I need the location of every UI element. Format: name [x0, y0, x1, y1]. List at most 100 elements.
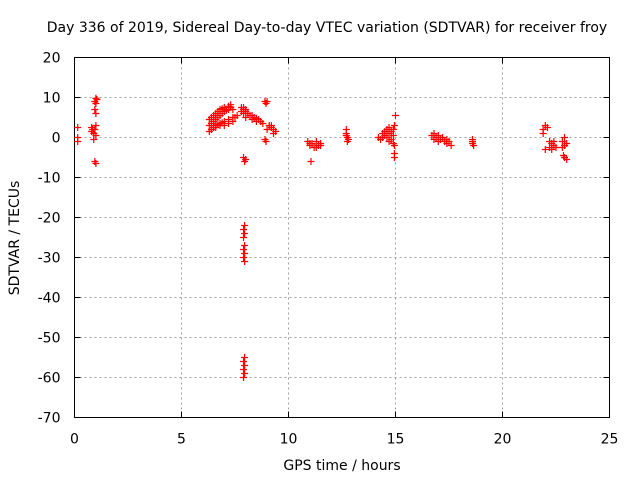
data-point: [241, 370, 249, 377]
axis-ticks: [74, 57, 610, 418]
data-point: [439, 134, 447, 141]
data-point: [385, 138, 393, 145]
data-point: [558, 138, 566, 145]
data-point: [241, 250, 249, 257]
data-point: [342, 130, 350, 137]
data-point: [563, 156, 571, 163]
data-point: [317, 142, 325, 149]
data-point: [240, 226, 248, 233]
data-point: [389, 132, 397, 139]
y-tick-label: -20: [38, 211, 61, 227]
y-tick-label: -60: [38, 371, 61, 387]
data-point: [383, 134, 391, 141]
data-point: [389, 126, 397, 133]
data-point: [561, 134, 569, 141]
data-point: [93, 96, 101, 103]
data-point: [434, 132, 442, 139]
data-point: [343, 138, 351, 145]
data-point: [90, 136, 98, 143]
y-tick-label: -70: [38, 411, 61, 427]
data-point: [212, 124, 220, 131]
data-point: [306, 140, 314, 147]
data-point: [312, 144, 320, 151]
data-point: [262, 100, 270, 107]
chart-title: Day 336 of 2019, Sidereal Day-to-day VTE…: [47, 20, 607, 36]
plot-frame: [74, 57, 610, 418]
data-point: [434, 138, 442, 145]
x-tick-label: 10: [280, 432, 298, 448]
data-point: [207, 126, 215, 133]
data-point: [240, 110, 248, 117]
data-point: [552, 144, 560, 151]
data-point: [92, 94, 100, 102]
data-point: [240, 246, 248, 253]
x-tick-labels: 0 5 10 15 20 25: [70, 432, 618, 448]
data-point: [390, 142, 398, 149]
data-point: [312, 138, 320, 145]
y-tick-label: 10: [43, 91, 61, 107]
data-point: [390, 122, 398, 129]
data-point: [470, 142, 478, 149]
data-point: [430, 136, 438, 143]
data-point: [262, 138, 270, 145]
data-point: [390, 154, 398, 161]
data-point: [541, 146, 549, 153]
x-tick-label: 15: [387, 432, 405, 448]
y-axis-label: SDTVAR / TECUs: [7, 181, 23, 296]
data-point: [91, 126, 99, 133]
data-point: [550, 138, 558, 145]
data-point: [392, 112, 399, 119]
data-point: [241, 230, 249, 237]
data-point: [92, 110, 100, 117]
data-point: [270, 130, 278, 137]
data-point: [229, 118, 237, 125]
data-point: [225, 120, 233, 127]
data-point: [248, 116, 256, 123]
data-point: [240, 254, 248, 261]
y-tick-labels: -70 -60 -50 -40 -30 -20 -10 0 10 20: [38, 51, 61, 427]
data-point: [240, 358, 248, 365]
data-point: [379, 130, 387, 137]
data-point: [563, 140, 571, 147]
x-tick-label: 25: [601, 432, 619, 448]
y-tick-label: -30: [38, 251, 61, 267]
grid-lines: [74, 57, 610, 418]
data-point: [220, 122, 228, 129]
data-point: [385, 124, 393, 131]
x-axis-label: GPS time / hours: [283, 458, 400, 474]
data-point: [543, 124, 551, 131]
data-point: [92, 122, 100, 129]
data-point: [91, 106, 99, 113]
data-point: [241, 242, 249, 249]
data-point: [92, 160, 100, 167]
data-point: [92, 132, 100, 139]
data-point: [259, 120, 267, 127]
data-point: [252, 118, 260, 125]
data-point: [240, 104, 248, 111]
data-point: [240, 366, 248, 373]
x-tick-label: 20: [494, 432, 512, 448]
data-points: [74, 94, 571, 381]
data-point: [241, 258, 249, 265]
data-point: [430, 130, 438, 137]
data-point: [241, 158, 249, 165]
data-point: [447, 142, 455, 149]
data-point: [307, 158, 315, 165]
data-point: [539, 130, 547, 137]
y-tick-label: -50: [38, 331, 61, 347]
data-point: [267, 122, 275, 129]
data-point: [74, 138, 82, 145]
x-tick-label: 5: [177, 432, 186, 448]
x-tick-label: 0: [70, 432, 79, 448]
data-point: [469, 138, 477, 145]
data-point: [443, 136, 451, 143]
data-point: [241, 362, 249, 369]
data-point: [263, 126, 271, 133]
y-tick-label: -10: [38, 171, 61, 187]
data-point: [242, 114, 250, 121]
data-point: [241, 354, 249, 361]
y-tick-label: 20: [43, 51, 61, 67]
data-point: [229, 106, 237, 113]
data-point: [240, 234, 248, 241]
